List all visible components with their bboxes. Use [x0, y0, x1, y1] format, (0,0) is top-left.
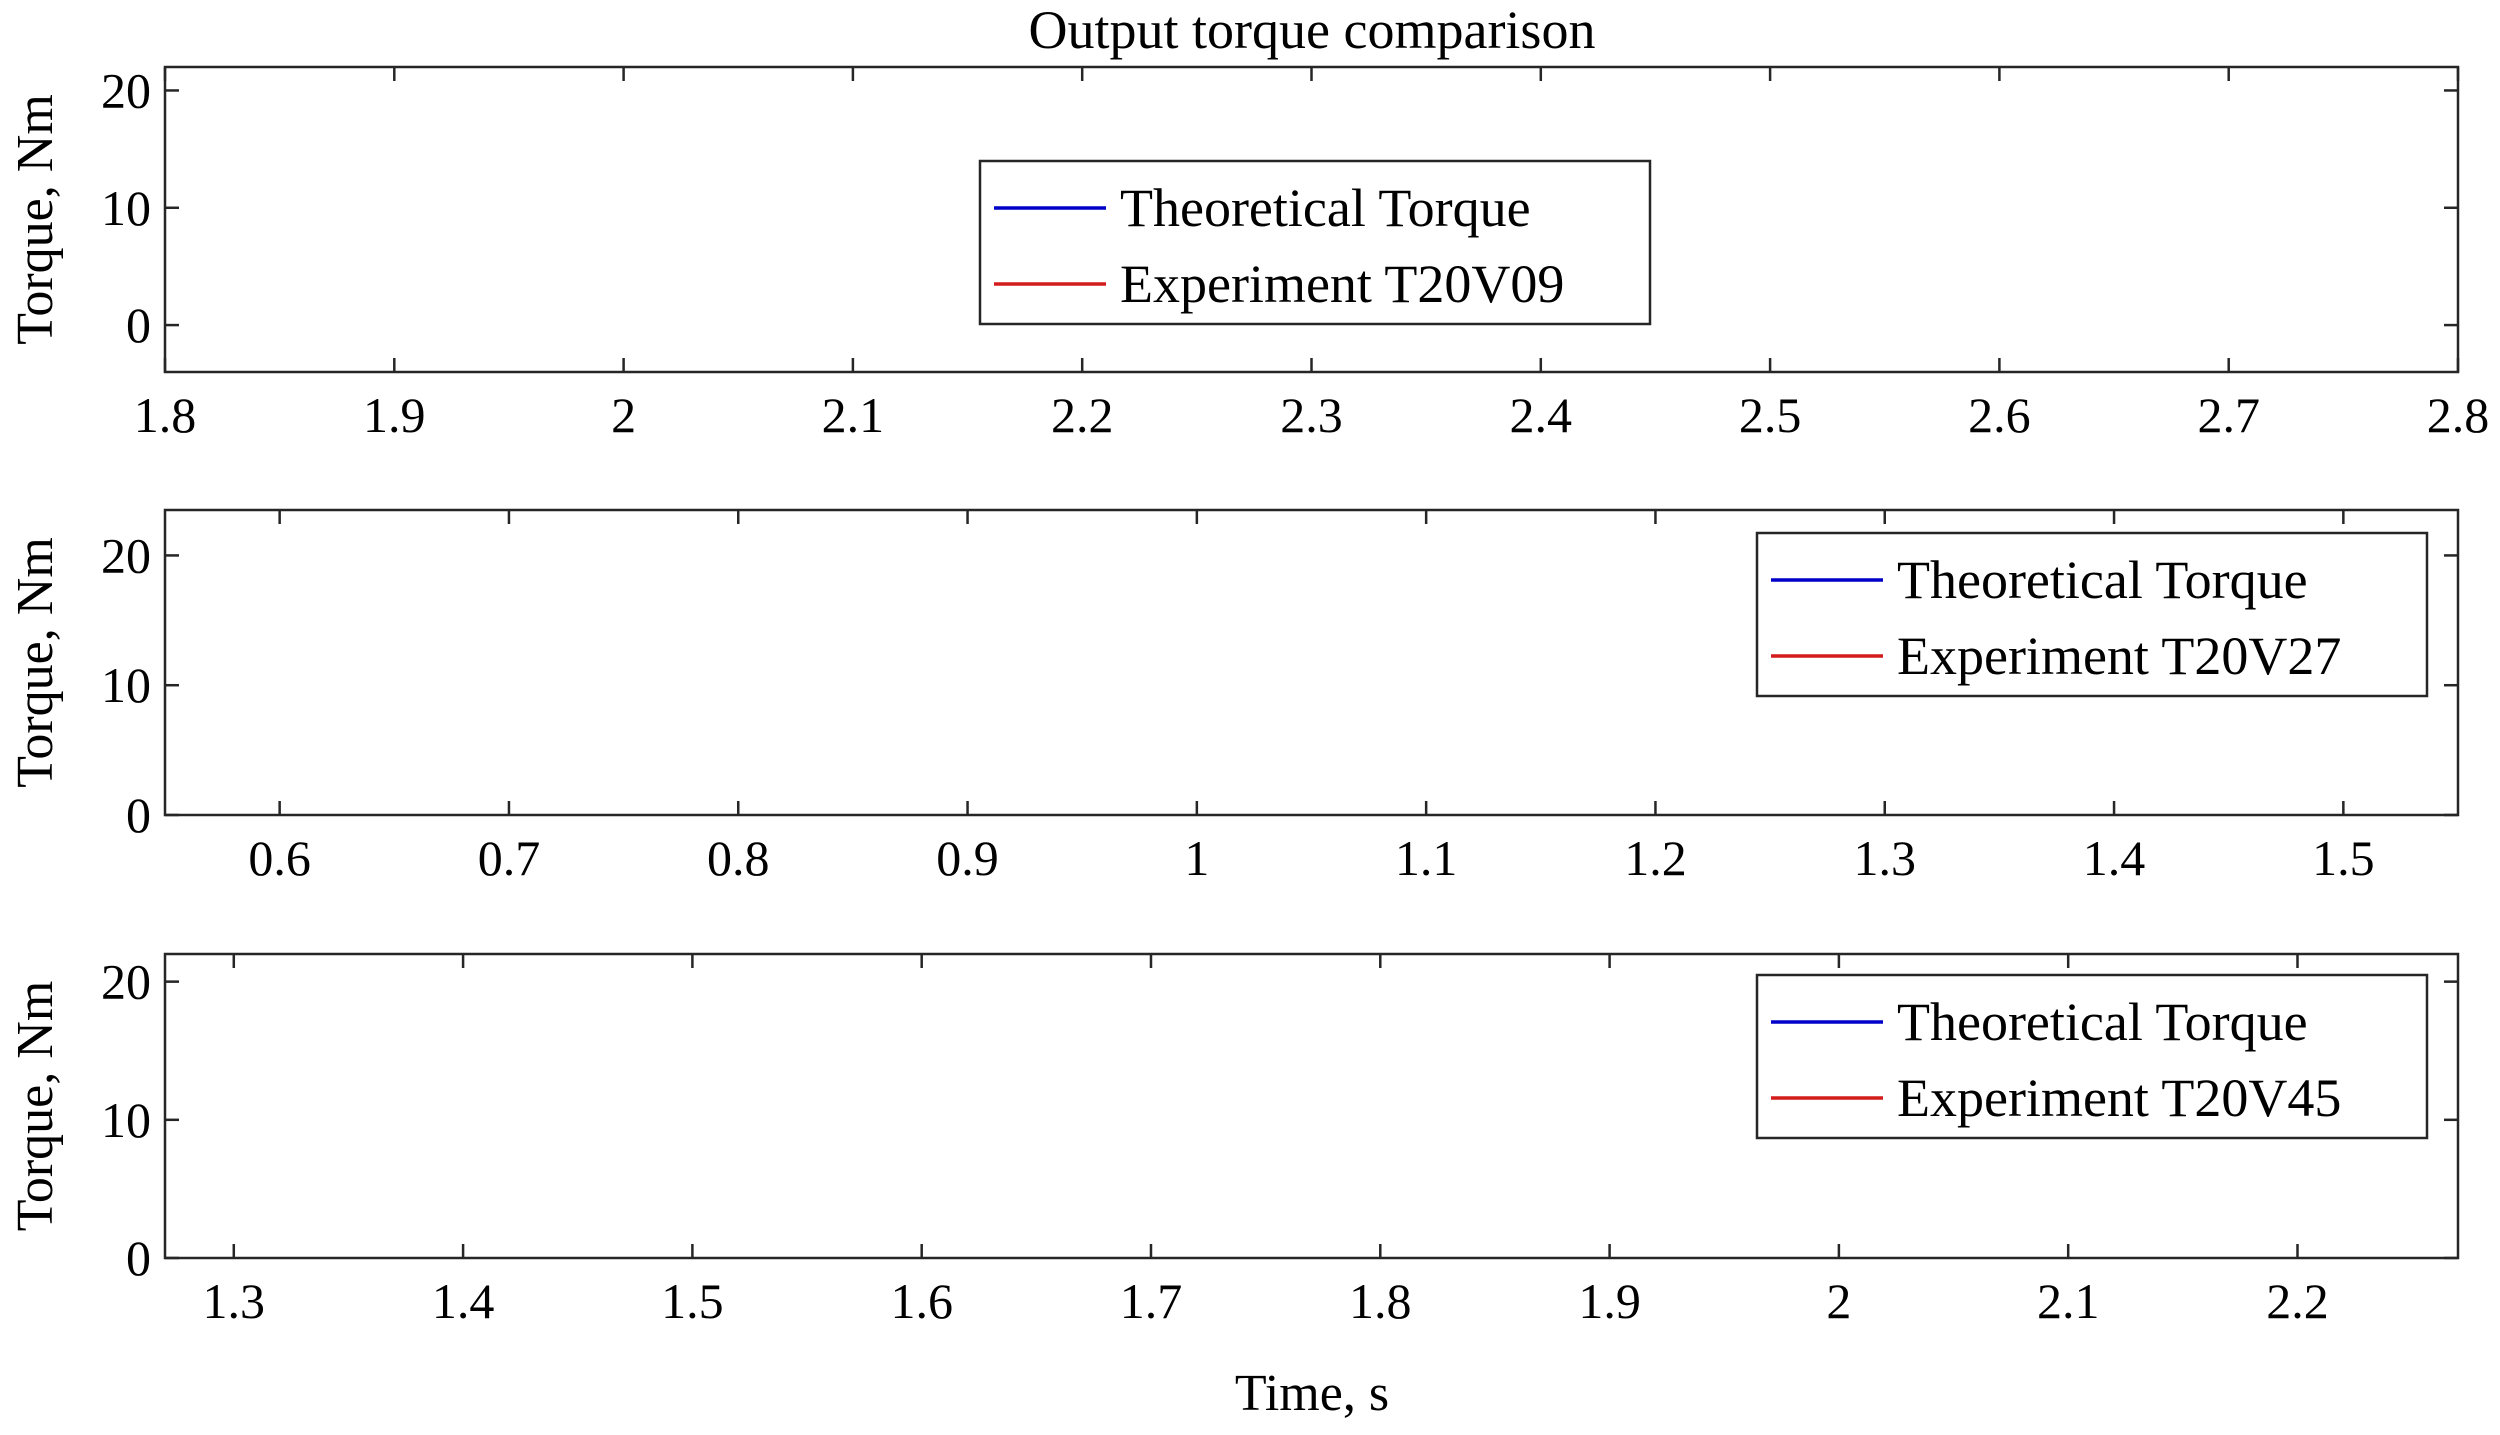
y-tick-label: 20 — [101, 62, 151, 118]
subplots-container: 1.8 1.9 2 2.1 2.2 2.3 2.4 2.5 2.6 2.7 2.801020Torq… — [7, 62, 2489, 1329]
y-tick-label: 0 — [126, 297, 151, 353]
legend: Theoretical Torque Experiment T20V09 — [978, 159, 1652, 326]
legend-label-experiment: Experiment T20V45 — [1897, 1068, 2341, 1128]
x-tick-label: 1.8 — [1349, 1273, 1412, 1329]
x-tick-label: 2.2 — [1051, 387, 1114, 443]
x-tick-label: 2.2 — [2266, 1273, 2329, 1329]
legend-box — [978, 159, 1652, 326]
x-axis-label: Time, s — [1235, 1365, 1389, 1422]
figure-title: Output torque comparison — [1029, 0, 1596, 60]
legend-label-experiment: Experiment T20V09 — [1120, 254, 1564, 314]
y-tick-label: 20 — [101, 954, 151, 1010]
x-tick-label: 0.7 — [478, 830, 541, 886]
y-tick-label: 20 — [101, 527, 151, 583]
x-tick-label: 1.5 — [661, 1273, 724, 1329]
x-tick-label: 1.9 — [1578, 1273, 1641, 1329]
legend-box — [1755, 531, 2429, 698]
y-tick-label: 10 — [101, 180, 151, 236]
x-tick-label: 1.9 — [363, 387, 426, 443]
legend: Theoretical Torque Experiment T20V27 — [1755, 531, 2429, 698]
x-tick-label: 0.6 — [248, 830, 311, 886]
x-tick-label: 2.1 — [822, 387, 885, 443]
y-axis-label: Torque, Nm — [7, 94, 64, 345]
x-tick-label: 1.3 — [1854, 830, 1917, 886]
x-tick-label: 1.1 — [1395, 830, 1458, 886]
x-tick-label: 1.3 — [203, 1273, 266, 1329]
y-tick-label: 10 — [101, 1092, 151, 1148]
y-axis-label: Torque, Nm — [7, 537, 64, 788]
x-tick-label: 0.9 — [936, 830, 999, 886]
subplot-3: 1.3 1.4 1.5 1.6 1.7 1.8 1.9 2 2.1 2.2 0 10 20 Torque,… — [7, 952, 2460, 1329]
x-tick-label: 2.6 — [1968, 387, 2031, 443]
legend-box — [1755, 973, 2429, 1140]
y-axis-label: Torque, Nm — [7, 981, 64, 1232]
x-tick-label: 2 — [611, 387, 636, 443]
x-tick-label: 1.8 — [134, 387, 197, 443]
x-tick-label: 2 — [1826, 1273, 1851, 1329]
x-tick-label: 2.3 — [1280, 387, 1343, 443]
x-tick-label: 2.4 — [1510, 387, 1573, 443]
x-tick-label: 2.5 — [1739, 387, 1802, 443]
x-tick-label: 2.8 — [2427, 387, 2490, 443]
legend-label-theoretical: Theoretical Torque — [1897, 550, 2308, 610]
y-tick-label: 0 — [126, 787, 151, 843]
legend-label-theoretical: Theoretical Torque — [1897, 992, 2308, 1052]
x-tick-label: 1 — [1184, 830, 1209, 886]
x-tick-label: 1.4 — [2083, 830, 2146, 886]
x-tick-label: 2.7 — [2197, 387, 2260, 443]
legend-label-experiment: Experiment T20V27 — [1897, 626, 2341, 686]
x-tick-label: 1.7 — [1120, 1273, 1183, 1329]
y-tick-label: 0 — [126, 1230, 151, 1286]
y-tick-label: 10 — [101, 657, 151, 713]
subplot-2: 0.6 0.7 0.8 0.9 1 1.1 1.2 1.3 1.4 1.5 0 10 20 Torque,… — [7, 508, 2460, 886]
x-tick-label: 1.6 — [890, 1273, 953, 1329]
subplot-1: 1.8 1.9 2 2.1 2.2 2.3 2.4 2.5 2.6 2.7 2.8 0 10 20 Torq… — [7, 62, 2489, 443]
legend: Theoretical Torque Experiment T20V45 — [1755, 973, 2429, 1140]
legend-label-theoretical: Theoretical Torque — [1120, 178, 1531, 238]
x-tick-label: 0.8 — [707, 830, 770, 886]
x-tick-label: 1.4 — [432, 1273, 495, 1329]
x-tick-label: 1.5 — [2312, 830, 2375, 886]
x-tick-label: 2.1 — [2037, 1273, 2100, 1329]
x-tick-label: 1.2 — [1624, 830, 1687, 886]
